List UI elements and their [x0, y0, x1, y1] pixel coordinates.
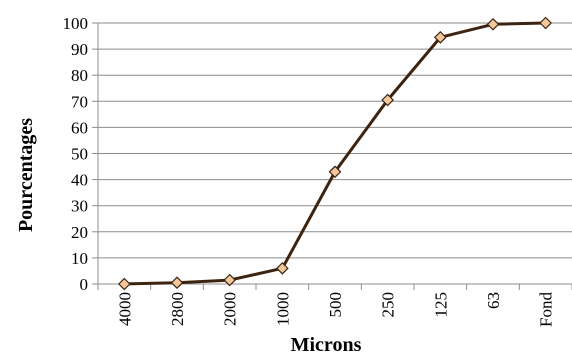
data-point — [539, 16, 553, 30]
y-tick-label: 0 — [80, 275, 89, 294]
y-tick-label: 80 — [71, 66, 88, 85]
x-axis-title: Microns — [291, 334, 362, 354]
x-tick-label: 4000 — [115, 292, 134, 326]
data-point — [486, 17, 500, 31]
data-point — [275, 261, 289, 275]
y-tick-label: 70 — [71, 92, 88, 111]
x-tick-label: 250 — [379, 292, 398, 318]
data-point — [223, 273, 237, 287]
y-tick-label: 60 — [71, 118, 88, 137]
x-tick-label: 125 — [431, 292, 450, 318]
y-tick-label: 40 — [71, 171, 88, 190]
y-tick-label: 20 — [71, 223, 88, 242]
data-point — [433, 31, 447, 44]
series — [117, 16, 553, 291]
x-tick-label: 2800 — [168, 292, 187, 326]
data-point — [381, 93, 395, 107]
x-tick-label: 1000 — [273, 292, 292, 326]
y-tick-label: 30 — [71, 197, 88, 216]
data-point — [117, 277, 131, 291]
y-tick-labels: 0 10 20 30 40 50 60 70 80 90 100 — [63, 14, 89, 294]
y-tick-label: 50 — [71, 145, 88, 164]
axes — [92, 22, 572, 290]
x-tick-label: 2000 — [221, 292, 240, 326]
data-point — [328, 165, 342, 179]
y-tick-label: 90 — [71, 40, 88, 59]
gridlines — [98, 22, 572, 259]
x-tick-label: 500 — [326, 292, 345, 318]
y-tick-label: 100 — [63, 14, 89, 33]
x-tick-label: Fond — [537, 292, 556, 327]
x-tick-label: 63 — [484, 292, 503, 309]
y-tick-label: 10 — [71, 249, 88, 268]
x-tick-labels: 4000 2800 2000 1000 500 250 125 63 Fond — [115, 292, 555, 327]
y-axis-title: Pourcentages — [15, 118, 37, 232]
data-point — [170, 276, 184, 290]
